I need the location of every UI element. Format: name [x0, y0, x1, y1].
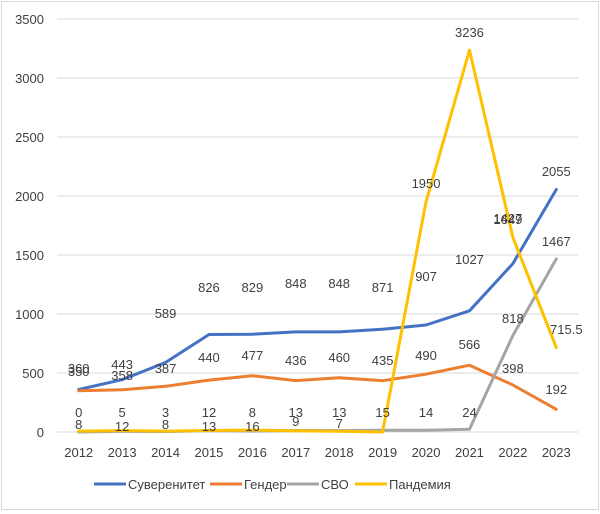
y-tick-label: 3500 — [15, 12, 44, 27]
data-label: 1427 — [493, 211, 522, 226]
data-label: 7 — [336, 416, 343, 431]
y-tick-label: 0 — [37, 425, 44, 440]
x-tick-label: 2017 — [281, 445, 310, 460]
data-label: 12 — [202, 405, 216, 420]
data-label: 24 — [462, 405, 476, 420]
data-label: 3 — [162, 405, 169, 420]
data-label: 460 — [328, 350, 350, 365]
data-label: 12 — [115, 419, 129, 434]
data-label: 14 — [419, 405, 433, 420]
y-tick-label: 1000 — [15, 307, 44, 322]
y-axis-ticks: 0 500 1000 1500 2000 2500 3000 3500 — [15, 12, 44, 440]
y-tick-label: 2000 — [15, 189, 44, 204]
series-line-2 — [77, 363, 558, 411]
data-label: 1027 — [455, 252, 484, 267]
data-label: 490 — [415, 348, 437, 363]
legend-item-3: СВО — [287, 477, 349, 492]
series-line-4 — [77, 48, 558, 434]
x-tick-label: 2016 — [238, 445, 267, 460]
data-label: 360 — [68, 361, 90, 376]
data-label: 192 — [545, 382, 567, 397]
legend-item-1: Суверенитет — [94, 477, 205, 492]
series-lines — [77, 48, 558, 434]
x-tick-label: 2021 — [455, 445, 484, 460]
data-label: 2055 — [542, 164, 571, 179]
x-tick-label: 2022 — [498, 445, 527, 460]
y-tick-label: 500 — [22, 366, 44, 381]
data-label: 398 — [502, 361, 524, 376]
data-label: 871 — [372, 280, 394, 295]
legend-label: СВО — [321, 477, 349, 492]
data-label: 9 — [292, 414, 299, 429]
data-label: 589 — [155, 306, 177, 321]
x-axis-ticks: 2012 2013 2014 2015 2016 2017 2018 2019 2020 2021… — [64, 445, 571, 460]
data-label: 440 — [198, 350, 220, 365]
x-tick-label: 2012 — [64, 445, 93, 460]
x-tick-label: 2015 — [194, 445, 223, 460]
data-label: 818 — [502, 311, 524, 326]
x-tick-label: 2013 — [108, 445, 137, 460]
data-label: 8 — [162, 417, 169, 432]
x-tick-label: 2018 — [325, 445, 354, 460]
data-label: 3236 — [455, 25, 484, 40]
legend-item-4: Пандемия — [355, 477, 451, 492]
data-label: 13 — [289, 405, 303, 420]
data-label: 1950 — [412, 176, 441, 191]
data-label: 848 — [285, 276, 307, 291]
data-label: 1467 — [542, 234, 571, 249]
data-label: 826 — [198, 280, 220, 295]
legend-item-2: Гендер — [210, 477, 287, 492]
data-label: 907 — [415, 269, 437, 284]
data-label: 8 — [249, 405, 256, 420]
data-label: 829 — [242, 280, 264, 295]
x-tick-label: 2019 — [368, 445, 397, 460]
legend-label: Пандемия — [389, 477, 451, 492]
y-tick-label: 2500 — [15, 130, 44, 145]
data-label: 8 — [75, 417, 82, 432]
data-label: 350 — [68, 364, 90, 379]
data-label: 435 — [372, 353, 394, 368]
data-label: 848 — [328, 276, 350, 291]
data-label: 566 — [459, 337, 481, 352]
data-label: 0 — [75, 405, 82, 420]
x-tick-label: 2014 — [151, 445, 180, 460]
x-tick-label: 2020 — [412, 445, 441, 460]
series-line-1 — [77, 188, 558, 391]
data-label: 387 — [155, 361, 177, 376]
data-label: 13 — [332, 405, 346, 420]
data-label: 16 — [245, 419, 259, 434]
x-tick-label: 2023 — [542, 445, 571, 460]
legend-label: Суверенитет — [128, 477, 205, 492]
data-label: 15 — [375, 405, 389, 420]
y-tick-label: 1500 — [15, 248, 44, 263]
data-label: 715.5 — [550, 322, 583, 337]
data-label: 443 — [111, 357, 133, 372]
data-label: 477 — [242, 348, 264, 363]
gridlines — [57, 18, 578, 433]
data-label: 358 — [111, 368, 133, 383]
legend-label: Гендер — [244, 477, 287, 492]
series-line-3 — [77, 257, 558, 434]
legend: Суверенитет Гендер СВО Пандемия — [94, 477, 451, 492]
data-label: 1649 — [493, 212, 522, 227]
y-tick-label: 3000 — [15, 71, 44, 86]
data-label: 13 — [202, 419, 216, 434]
data-label: 436 — [285, 353, 307, 368]
data-label: 5 — [119, 405, 126, 420]
